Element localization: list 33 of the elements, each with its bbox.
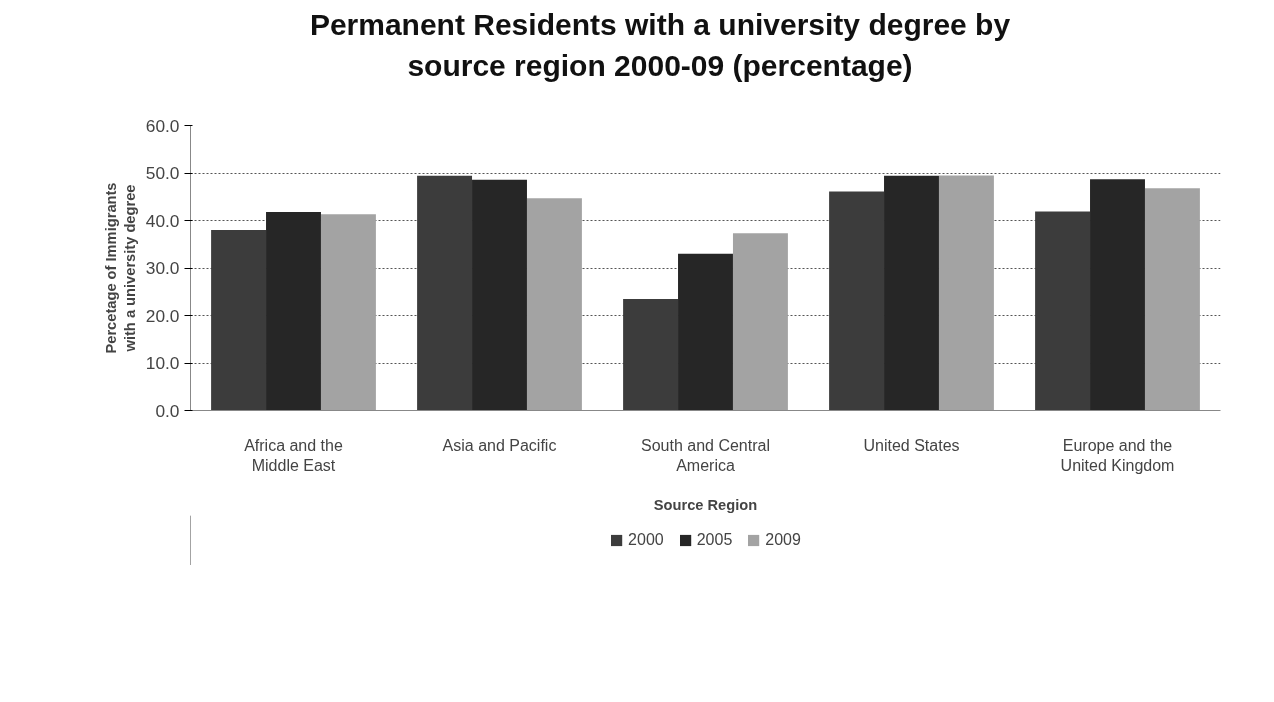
x-tick-label: Africa and the Middle East	[244, 436, 343, 474]
legend-label: 2009	[765, 531, 801, 549]
y-tick-label: 50.0	[145, 163, 180, 183]
bar	[732, 233, 788, 411]
legend-label: 2000	[628, 531, 664, 549]
bar	[884, 175, 939, 411]
y-tick-label: 10.0	[145, 353, 180, 373]
bar	[1090, 179, 1145, 411]
bar	[417, 175, 473, 411]
bar	[938, 175, 994, 411]
y-axis-title: Percetage of Immigrants with a university degree	[102, 182, 138, 354]
y-tick-label: 30.0	[145, 258, 180, 278]
y-tick-label: 40.0	[145, 210, 180, 231]
y-tick-label: 60.0	[145, 115, 180, 136]
bar	[623, 298, 679, 411]
bar	[1035, 211, 1091, 411]
chart-title: Permanent Residents with a university degree by source region 2000-09 (percentage)	[308, 7, 1012, 84]
bar	[320, 214, 376, 411]
bar	[829, 191, 885, 411]
bar	[526, 198, 582, 411]
x-tick-label: Asia and Pacific	[442, 436, 557, 454]
bar	[472, 179, 527, 411]
x-tick-label: South and Central America	[641, 436, 770, 474]
legend-label: 2005	[696, 531, 733, 549]
x-axis-title: Source Region	[653, 496, 758, 513]
bar	[1144, 188, 1200, 411]
x-tick-label: Europe and the United Kingdom	[1060, 436, 1175, 474]
bar	[266, 211, 321, 411]
x-tick-label: United States	[863, 436, 960, 454]
bar	[211, 230, 267, 411]
y-tick-label: 20.0	[145, 305, 180, 326]
bar	[678, 253, 733, 411]
y-tick-label: 0.0	[155, 400, 180, 421]
